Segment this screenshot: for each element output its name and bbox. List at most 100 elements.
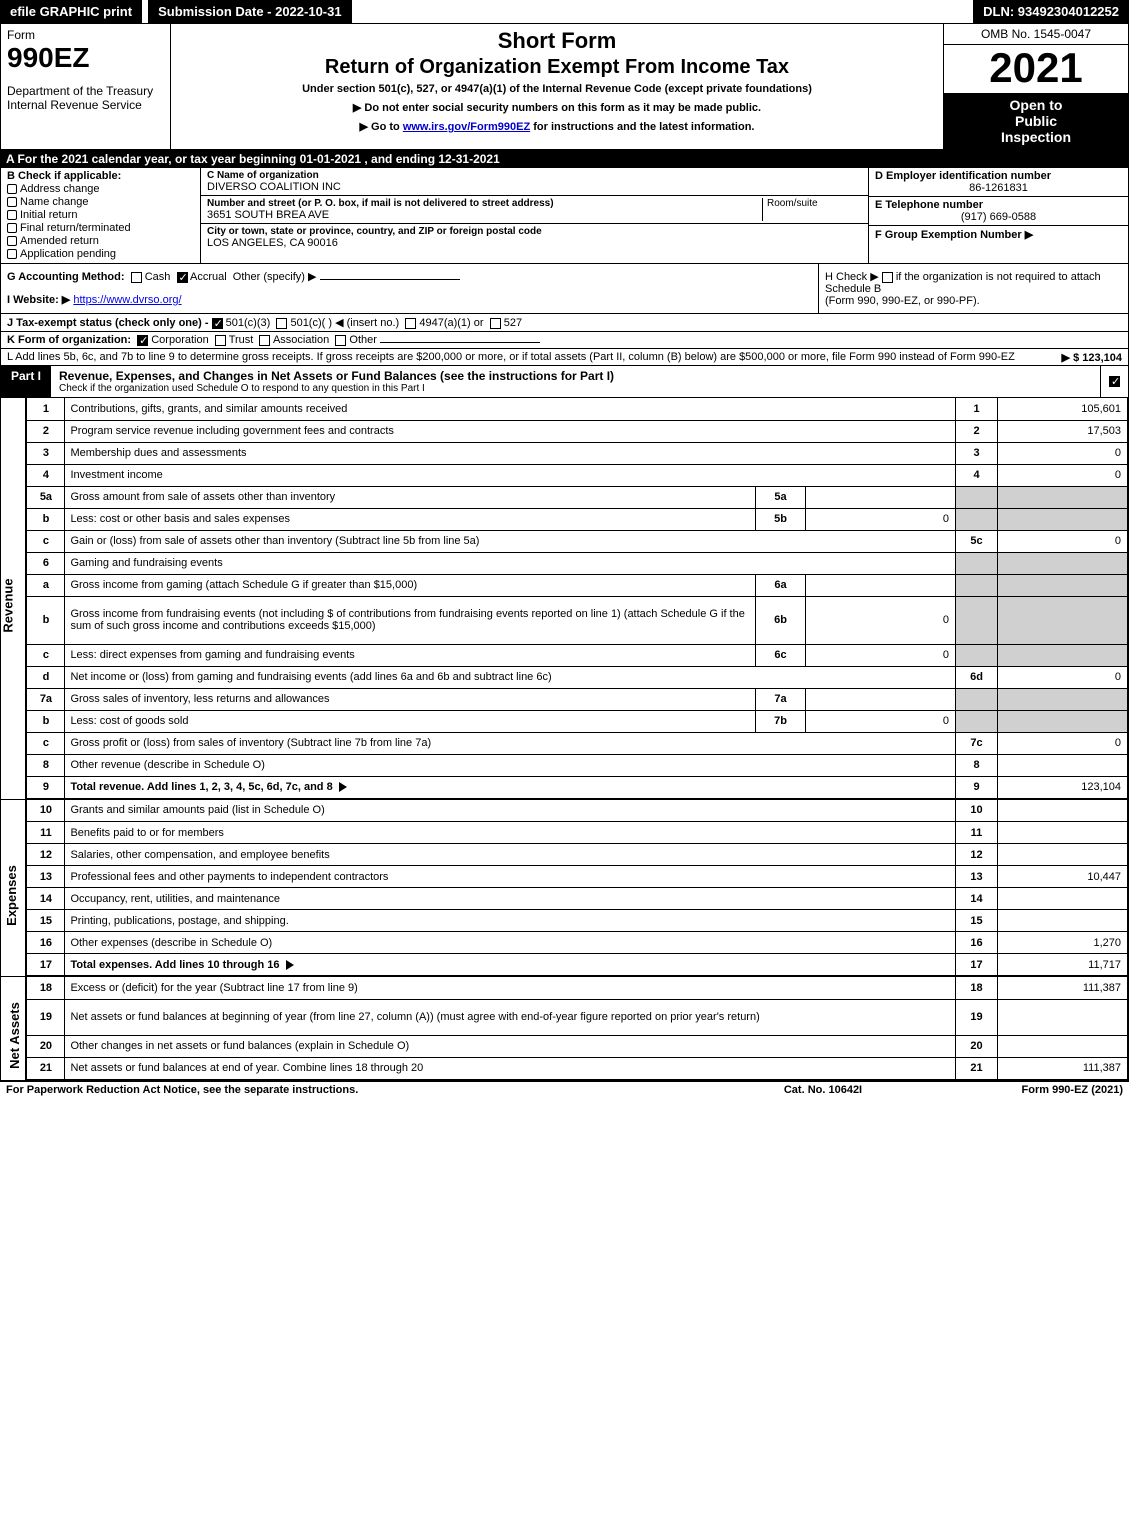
row-gh: G Accounting Method: Cash Accrual Other … <box>0 264 1129 314</box>
line-value <box>998 910 1128 932</box>
line-label: Total revenue. Add lines 1, 2, 3, 4, 5c,… <box>65 776 956 798</box>
checkbox-application-pending[interactable]: Application pending <box>7 248 194 260</box>
line-18: 18Excess or (deficit) for the year (Subt… <box>27 977 1128 999</box>
sub-val <box>806 574 956 596</box>
submission-date-button[interactable]: Submission Date - 2022-10-31 <box>148 0 352 23</box>
column-b: B Check if applicable: Address change Na… <box>1 168 201 263</box>
line-num: 10 <box>27 800 65 822</box>
line-1: 1 Contributions, gifts, grants, and simi… <box>27 398 1128 420</box>
line-value: 123,104 <box>998 776 1128 798</box>
result-num: 9 <box>956 776 998 798</box>
line-5c: c Gain or (loss) from sale of assets oth… <box>27 530 1128 552</box>
column-c: C Name of organization DIVERSO COALITION… <box>201 168 868 263</box>
room-label: Room/suite <box>767 198 862 209</box>
telephone-label: E Telephone number <box>875 199 1122 211</box>
result-num: 14 <box>956 888 998 910</box>
line-value: 1,270 <box>998 932 1128 954</box>
k-assoc: Association <box>273 334 329 346</box>
line-14: 14Occupancy, rent, utilities, and mainte… <box>27 888 1128 910</box>
grey-cell <box>956 552 998 574</box>
g-label: G Accounting Method: <box>7 271 125 283</box>
sub-num: 6a <box>756 574 806 596</box>
street-cell: Number and street (or P. O. box, if mail… <box>201 196 868 224</box>
result-num: 8 <box>956 754 998 776</box>
checkbox-schedule-o[interactable] <box>1109 376 1120 387</box>
result-num: 11 <box>956 822 998 844</box>
open-line1: Open to <box>948 97 1124 113</box>
checkbox-final-return[interactable]: Final return/terminated <box>7 222 194 234</box>
line-value: 0 <box>998 442 1128 464</box>
result-num: 20 <box>956 1035 998 1057</box>
line-value: 10,447 <box>998 866 1128 888</box>
dept-label: Department of the Treasury <box>7 84 164 98</box>
k-trust: Trust <box>229 334 254 346</box>
other-input-line[interactable] <box>320 279 460 280</box>
website-link[interactable]: https://www.dvrso.org/ <box>73 294 181 306</box>
line-label: Gain or (loss) from sale of assets other… <box>65 530 956 552</box>
line-num: 5a <box>27 486 65 508</box>
k-other-input[interactable] <box>380 342 540 343</box>
form-label: Form <box>7 28 164 42</box>
checkbox-schedule-b[interactable] <box>882 272 893 283</box>
checkbox-501c3[interactable] <box>212 318 223 329</box>
line-label: Other revenue (describe in Schedule O) <box>65 754 956 776</box>
sub-val: 0 <box>806 644 956 666</box>
line-7c: c Gross profit or (loss) from sales of i… <box>27 732 1128 754</box>
line-num: 9 <box>27 776 65 798</box>
checkbox-address-change[interactable]: Address change <box>7 183 194 195</box>
net-assets-table: 18Excess or (deficit) for the year (Subt… <box>26 977 1128 1080</box>
revenue-vertical-label: Revenue <box>1 398 26 799</box>
checkbox-4947[interactable] <box>405 318 416 329</box>
j-501c3: 501(c)(3) <box>226 317 271 329</box>
checkbox-association[interactable] <box>259 335 270 346</box>
line-num: 11 <box>27 822 65 844</box>
line-num: 20 <box>27 1035 65 1057</box>
irs-link[interactable]: www.irs.gov/Form990EZ <box>403 121 530 133</box>
checkbox-accrual[interactable] <box>177 272 188 283</box>
checkbox-corporation[interactable] <box>137 335 148 346</box>
efile-print-button[interactable]: efile GRAPHIC print <box>0 0 142 23</box>
result-num: 19 <box>956 999 998 1035</box>
line-value: 111,387 <box>998 977 1128 999</box>
sub-val: 0 <box>806 508 956 530</box>
line-label: Gross income from fundraising events (no… <box>65 596 756 644</box>
line-6b: b Gross income from fundraising events (… <box>27 596 1128 644</box>
k-other: Other <box>349 334 377 346</box>
expenses-section: Expenses 10Grants and similar amounts pa… <box>0 800 1129 978</box>
part-1-header: Part I Revenue, Expenses, and Changes in… <box>0 366 1129 398</box>
open-line2: Public <box>948 113 1124 129</box>
row-k: K Form of organization: Corporation Trus… <box>0 332 1129 349</box>
line-label: Total expenses. Add lines 10 through 16 <box>65 954 956 976</box>
sub-num: 6b <box>756 596 806 644</box>
checkbox-amended-return[interactable]: Amended return <box>7 235 194 247</box>
line-2: 2 Program service revenue including gove… <box>27 420 1128 442</box>
net-assets-vertical-label: Net Assets <box>1 977 26 1080</box>
line-value <box>998 888 1128 910</box>
result-num: 13 <box>956 866 998 888</box>
line-label: Grants and similar amounts paid (list in… <box>65 800 956 822</box>
checkbox-initial-return[interactable]: Initial return <box>7 209 194 221</box>
checkbox-527[interactable] <box>490 318 501 329</box>
line-21: 21Net assets or fund balances at end of … <box>27 1057 1128 1079</box>
revenue-section: Revenue 1 Contributions, gifts, grants, … <box>0 398 1129 800</box>
checkbox-other[interactable] <box>335 335 346 346</box>
result-num: 16 <box>956 932 998 954</box>
line-value: 105,601 <box>998 398 1128 420</box>
j-4947: 4947(a)(1) or <box>419 317 483 329</box>
grey-cell <box>998 574 1128 596</box>
accrual-label: Accrual <box>190 271 227 283</box>
goto-line: ▶ Go to www.irs.gov/Form990EZ for instru… <box>179 120 935 133</box>
checkbox-cash[interactable] <box>131 272 142 283</box>
line-value <box>998 1035 1128 1057</box>
grey-cell <box>998 688 1128 710</box>
sub-val: 0 <box>806 710 956 732</box>
checkbox-trust[interactable] <box>215 335 226 346</box>
line-num: c <box>27 530 65 552</box>
line-label: Gross profit or (loss) from sales of inv… <box>65 732 956 754</box>
ein-value: 86-1261831 <box>875 182 1122 194</box>
line-label: Other changes in net assets or fund bala… <box>65 1035 956 1057</box>
result-num: 21 <box>956 1057 998 1079</box>
checkbox-501c[interactable] <box>276 318 287 329</box>
line-num: c <box>27 732 65 754</box>
checkbox-name-change[interactable]: Name change <box>7 196 194 208</box>
